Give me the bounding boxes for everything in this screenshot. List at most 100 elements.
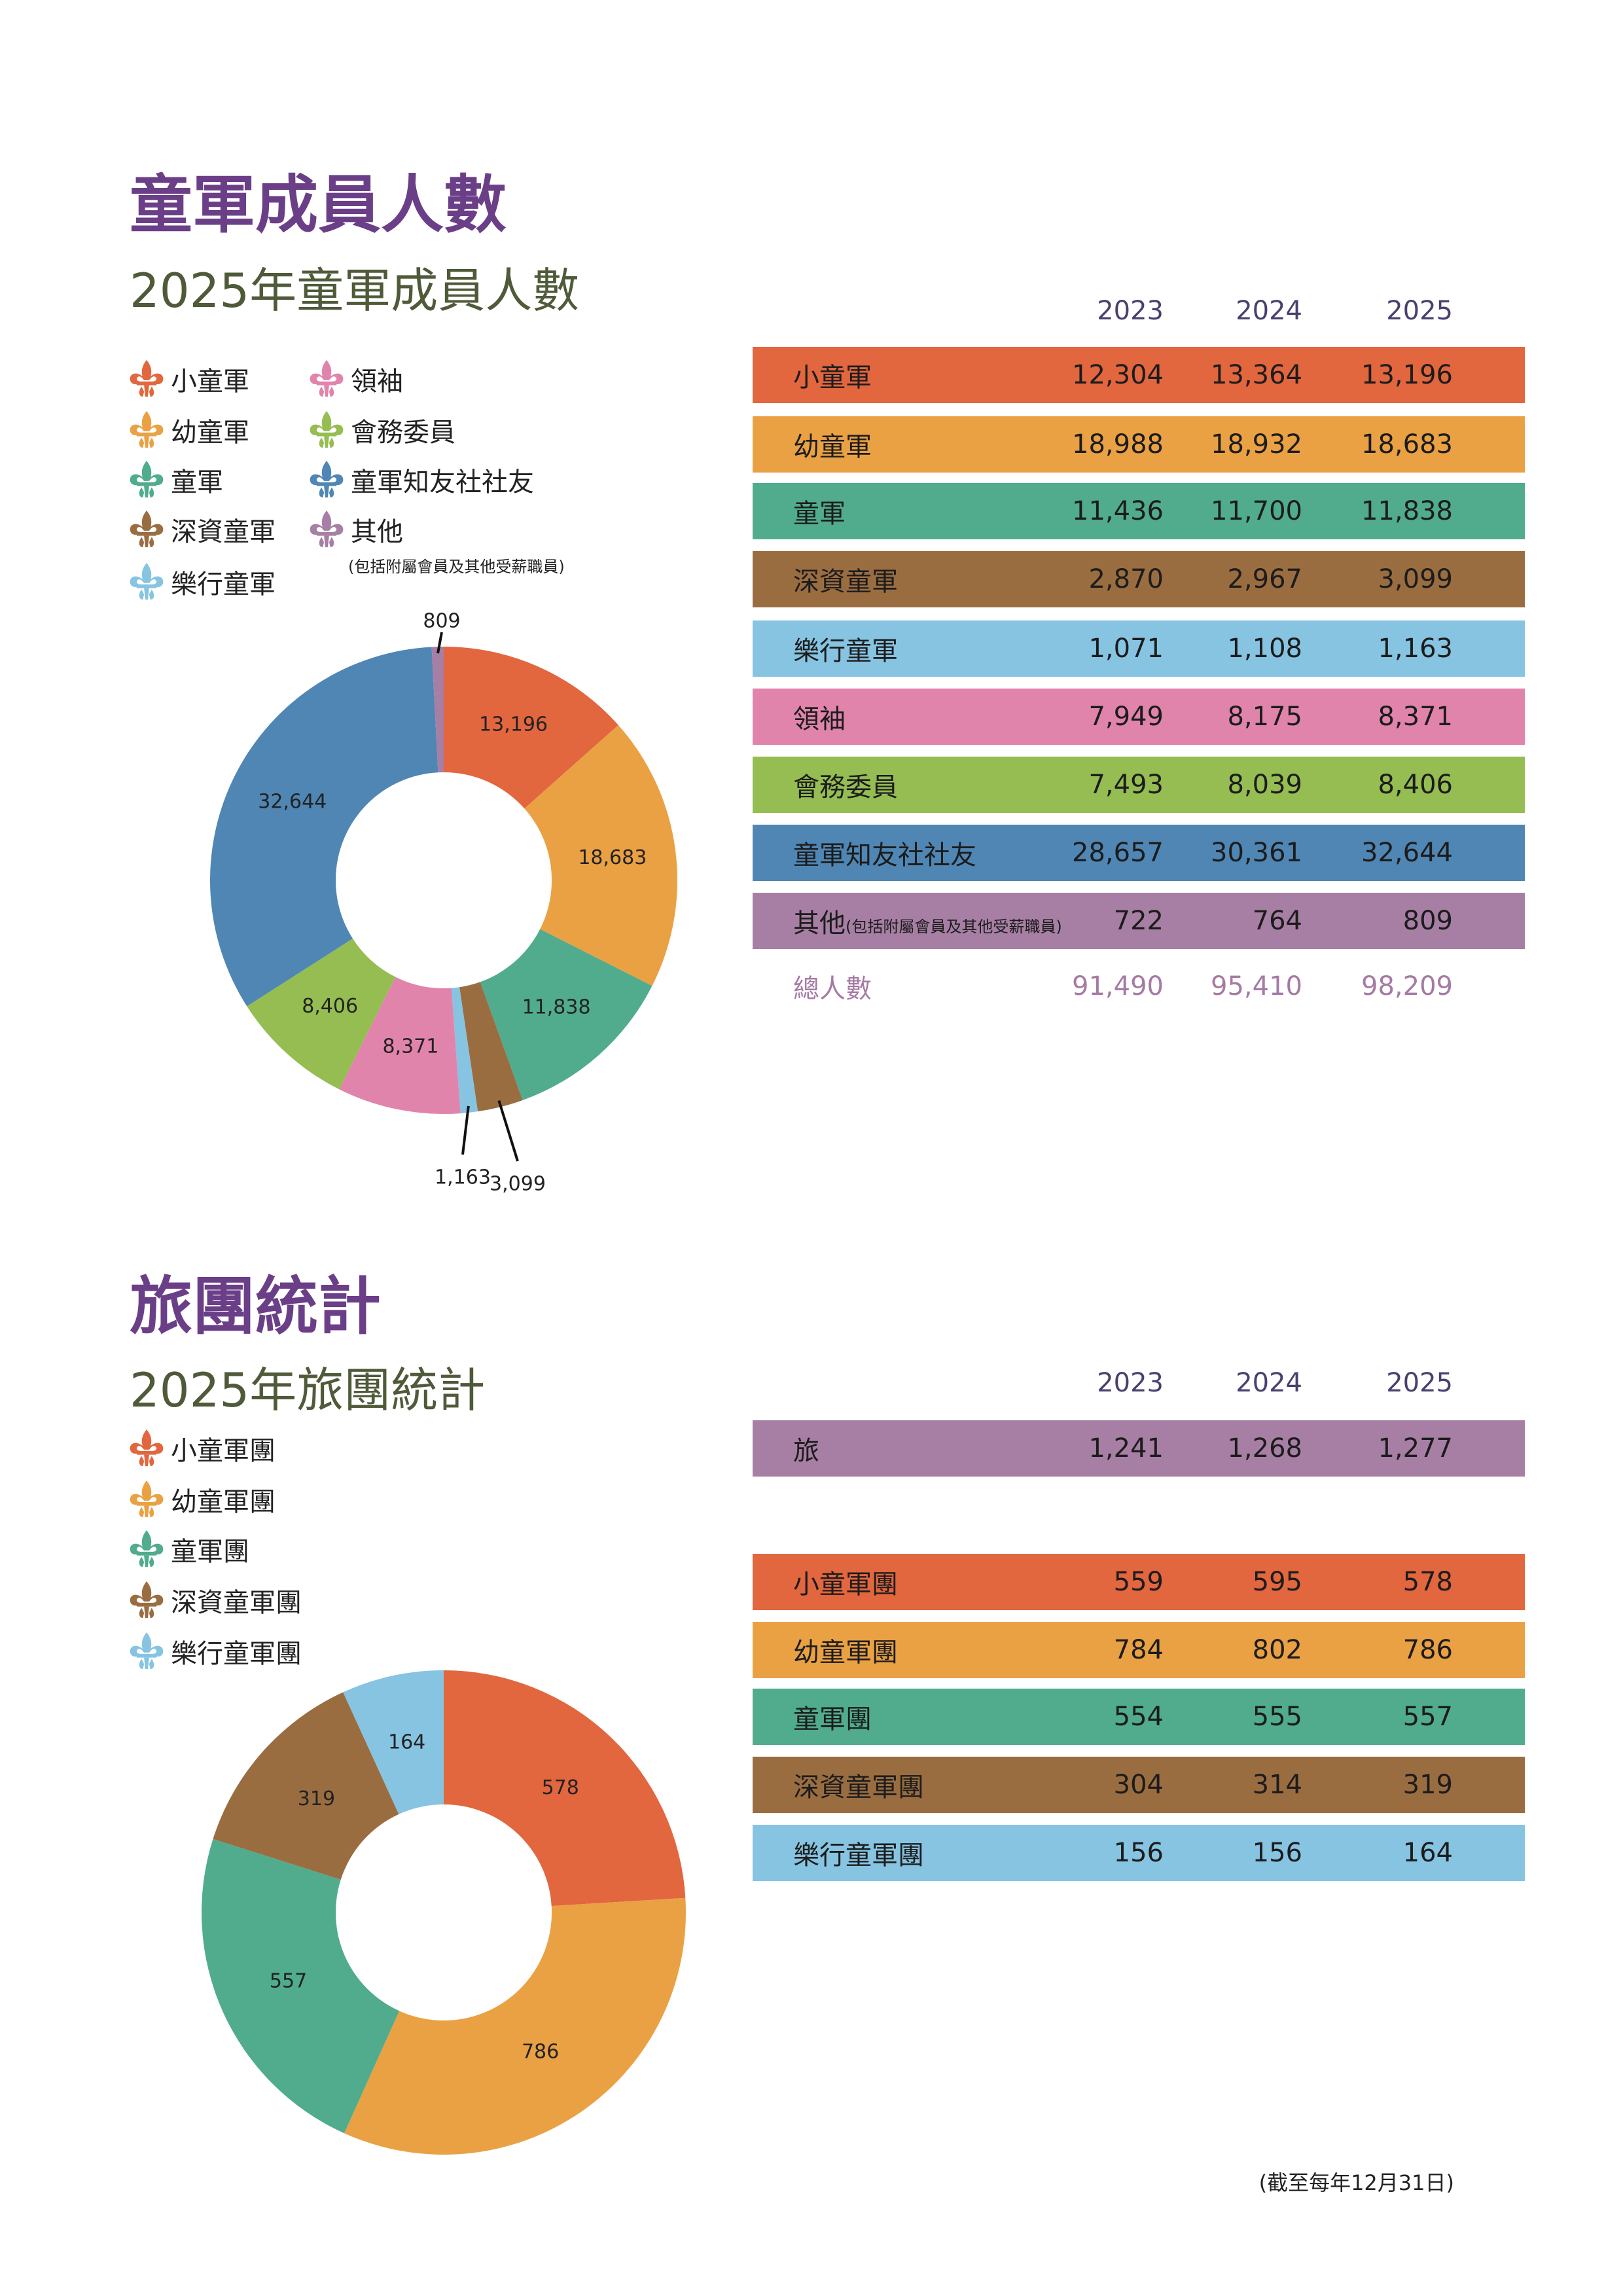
row-value: 18,932 xyxy=(1211,429,1302,459)
year-header: 2025 xyxy=(1386,296,1453,326)
legend-item: 會務委員 xyxy=(308,410,455,450)
fleur-de-lis-icon xyxy=(130,360,164,397)
row-value: 784 xyxy=(1113,1635,1164,1665)
legend-item: 幼童軍團 xyxy=(128,1479,276,1520)
table-row: 深資童軍 2,870 2,967 3,099 xyxy=(753,551,1525,607)
pie-slice xyxy=(343,1670,444,1814)
row-label: 深資童軍 xyxy=(793,567,898,597)
row-label: 總人數 xyxy=(793,974,872,1004)
row-value: 18,988 xyxy=(1072,429,1164,459)
fleur-de-lis-icon xyxy=(130,511,164,548)
row-label: 深資童軍團 xyxy=(793,1772,924,1803)
pie-slice xyxy=(459,982,523,1112)
table-row: 幼童軍 18,988 18,932 18,683 xyxy=(753,416,1525,473)
legend-item: 樂行童軍團 xyxy=(128,1631,302,1672)
leader-line xyxy=(461,1105,470,1155)
row-value: 578 xyxy=(1402,1567,1453,1597)
pie-slice xyxy=(344,1897,686,2155)
donut-hole xyxy=(351,788,536,973)
row-label: 童軍 xyxy=(793,499,846,529)
row-sub-label: (包括附屬會員及其他受薪職員) xyxy=(846,918,1062,936)
fleur-de-lis-icon xyxy=(130,1581,164,1619)
donut-inner-ring xyxy=(336,772,552,988)
leader-line xyxy=(437,632,443,654)
table-row: 旅 1,241 1,268 1,277 xyxy=(753,1420,1525,1477)
fleur-de-lis-icon xyxy=(130,1429,164,1467)
row-value: 95,410 xyxy=(1211,971,1302,1001)
table-row: 幼童軍團 784 802 786 xyxy=(753,1622,1525,1678)
legend-label: 童軍 xyxy=(171,467,223,497)
row-value: 8,406 xyxy=(1378,770,1453,800)
legend-label: 會務委員 xyxy=(351,418,455,448)
fleur-de-lis-icon xyxy=(130,563,164,600)
legend-label: 深資童軍 xyxy=(171,517,276,547)
legend-label: 幼童軍 xyxy=(171,418,249,448)
year-header: 2024 xyxy=(1236,1368,1302,1398)
slice-value-label: 164 xyxy=(388,1731,425,1754)
row-value: 11,700 xyxy=(1211,496,1302,526)
slice-value-label: 578 xyxy=(542,1776,579,1799)
row-value: 595 xyxy=(1252,1567,1302,1597)
row-label: 幼童軍 xyxy=(793,432,872,462)
fleur-de-lis-icon xyxy=(130,461,164,498)
table-row: 童軍 11,436 11,700 11,838 xyxy=(753,483,1525,539)
slice-value-label: 786 xyxy=(522,2041,559,2064)
legend-label: 樂行童軍 xyxy=(171,569,276,600)
legend-item: 小童軍團 xyxy=(128,1428,276,1469)
pie-slice xyxy=(431,647,444,773)
fleur-de-lis-icon xyxy=(310,411,344,448)
slice-value-label: 18,683 xyxy=(578,846,647,869)
row-value: 1,071 xyxy=(1088,634,1164,664)
row-value: 156 xyxy=(1252,1838,1302,1868)
row-value: 98,209 xyxy=(1361,971,1453,1001)
row-value: 314 xyxy=(1252,1770,1302,1800)
year-header: 2025 xyxy=(1386,1368,1453,1398)
row-value: 7,949 xyxy=(1088,702,1164,732)
slice-value-label: 319 xyxy=(298,1787,335,1810)
row-value: 802 xyxy=(1252,1635,1302,1665)
row-label: 樂行童軍 xyxy=(793,636,898,666)
section2-title: 旅團統計 xyxy=(130,1270,381,1343)
row-value: 156 xyxy=(1113,1838,1164,1868)
slice-value-label: 809 xyxy=(423,610,460,633)
row-value: 764 xyxy=(1252,906,1302,936)
pie-slice xyxy=(444,647,618,809)
year-header: 2023 xyxy=(1097,1368,1164,1398)
row-label: 旅 xyxy=(793,1436,819,1466)
donut-inner-ring xyxy=(336,1804,552,2020)
row-label: 小童軍團 xyxy=(793,1570,898,1600)
fleur-de-lis-icon xyxy=(130,1480,164,1518)
year-header: 2023 xyxy=(1097,296,1164,326)
fleur-de-lis-icon xyxy=(130,1632,164,1670)
pie-slice xyxy=(201,1839,400,2134)
legend-label: 幼童軍團 xyxy=(171,1487,276,1517)
row-value: 8,371 xyxy=(1378,702,1453,732)
row-value: 559 xyxy=(1113,1567,1164,1597)
row-label: 會務委員 xyxy=(793,772,898,802)
pie-slice xyxy=(210,647,438,1007)
date-note: (截至每年12月31日) xyxy=(1258,2170,1454,2195)
row-value: 722 xyxy=(1113,906,1164,936)
legend-label: 其他 xyxy=(351,517,403,547)
row-value: 786 xyxy=(1402,1635,1453,1665)
table-row: 童軍知友社社友 28,657 30,361 32,644 xyxy=(753,825,1525,881)
row-value: 8,175 xyxy=(1227,702,1302,732)
row-value: 554 xyxy=(1113,1702,1164,1732)
row-value: 28,657 xyxy=(1072,838,1164,868)
row-value: 809 xyxy=(1402,906,1453,936)
leader-line xyxy=(497,1100,519,1162)
legend-label: 樂行童軍團 xyxy=(171,1639,302,1669)
pie-slice xyxy=(524,725,678,986)
legend-item: 小童軍 xyxy=(128,359,249,399)
row-value: 1,277 xyxy=(1378,1433,1453,1463)
row-value: 11,838 xyxy=(1361,496,1453,526)
row-value: 32,644 xyxy=(1361,838,1453,868)
legend-item: 深資童軍 xyxy=(128,509,276,550)
row-value: 164 xyxy=(1402,1838,1453,1868)
row-value: 13,196 xyxy=(1361,360,1453,390)
slice-value-label: 8,371 xyxy=(382,1035,438,1058)
slice-value-label: 13,196 xyxy=(479,713,548,736)
slice-value-label: 8,406 xyxy=(302,995,358,1018)
fleur-de-lis-icon xyxy=(130,1530,164,1568)
pie-slice xyxy=(213,1692,399,1880)
